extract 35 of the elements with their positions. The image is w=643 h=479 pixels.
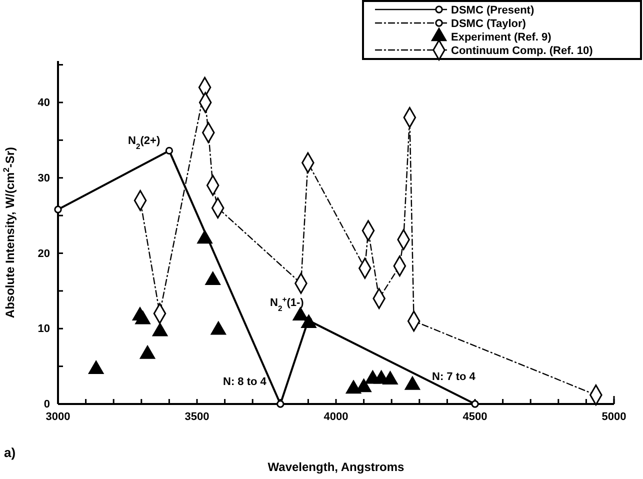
legend-label: Continuum Comp. (Ref. 10)	[451, 45, 594, 57]
point	[205, 272, 220, 286]
text: a)	[4, 445, 16, 460]
x-tick-label: 3500	[184, 410, 210, 423]
point	[140, 346, 156, 359]
annotation: N$_{2}$$^{+}$(1-)	[270, 294, 304, 312]
point	[356, 378, 372, 392]
point	[382, 371, 398, 385]
point	[135, 310, 150, 324]
point	[404, 376, 420, 390]
y-tick-label: 20	[38, 248, 50, 260]
x-tick-label: 3000	[46, 410, 70, 423]
y-tick-label: 10	[38, 323, 50, 336]
point	[301, 314, 316, 328]
x-tick-label: 5000	[602, 410, 626, 423]
annotation: N: 7 to 4	[432, 371, 476, 383]
legend-label: Experiment (Ref. 9)	[451, 32, 552, 44]
point	[197, 230, 212, 244]
x-tick-label: 4500	[462, 410, 488, 423]
point	[88, 360, 104, 374]
annotation: N$_{2}$(2+)	[128, 135, 160, 150]
point	[152, 323, 168, 336]
y-tick-label: 30	[38, 172, 50, 184]
legend-label: DSMC (Taylor)	[451, 18, 526, 30]
point	[165, 146, 174, 155]
x-axis-title: Wavelength, Angstroms	[268, 460, 405, 474]
x-tick-label: 4000	[324, 410, 348, 423]
annotation: N: 8 to 4	[223, 376, 268, 388]
y-tick-label: 40	[38, 96, 50, 109]
point	[210, 322, 226, 335]
y-tick-label: 0	[44, 398, 50, 411]
legend-label: DSMC (Present)	[451, 4, 534, 16]
point	[292, 307, 308, 320]
point	[54, 206, 62, 214]
point	[346, 380, 362, 394]
